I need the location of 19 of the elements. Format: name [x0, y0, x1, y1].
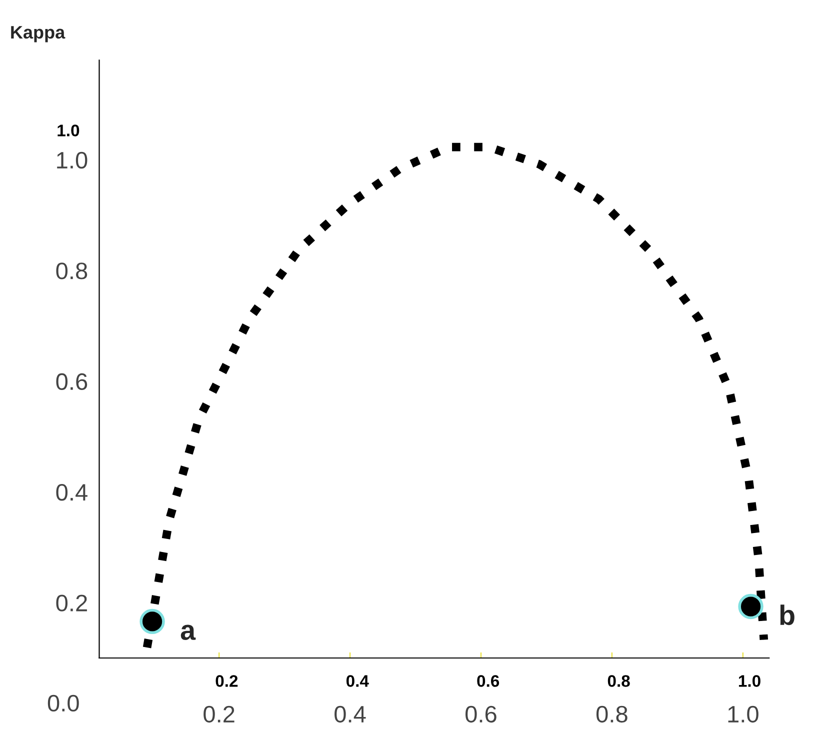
x-tick-label: 1.0 — [728, 706, 758, 723]
x-tick-label: 0.8 — [596, 706, 628, 723]
y-tick-label: 1.0 — [57, 152, 88, 169]
x2-tick-label: 0.6 — [477, 675, 500, 687]
x2-tick-label: 1.0 — [738, 675, 760, 687]
annotation: a — [180, 624, 196, 640]
annotation: b — [780, 604, 794, 626]
y-tick-label: 0.6 — [56, 373, 88, 390]
text: 0.0 — [48, 694, 79, 712]
x2-tick-label: 0.8 — [608, 675, 630, 687]
x-tick-label: 0.4 — [334, 706, 366, 723]
x-tick-label: 0.2 — [204, 706, 234, 723]
y-axis-title: Kappa — [11, 26, 66, 42]
y-tick-label: 0.4 — [56, 484, 88, 501]
y-tick-label: 0.8 — [56, 262, 88, 280]
y-tick-label: 0.2 — [56, 594, 87, 612]
x-tick-label: 0.6 — [466, 706, 496, 723]
x2-tick-label: 0.2 — [216, 675, 238, 687]
x2-tick-label: 0.4 — [346, 675, 369, 687]
